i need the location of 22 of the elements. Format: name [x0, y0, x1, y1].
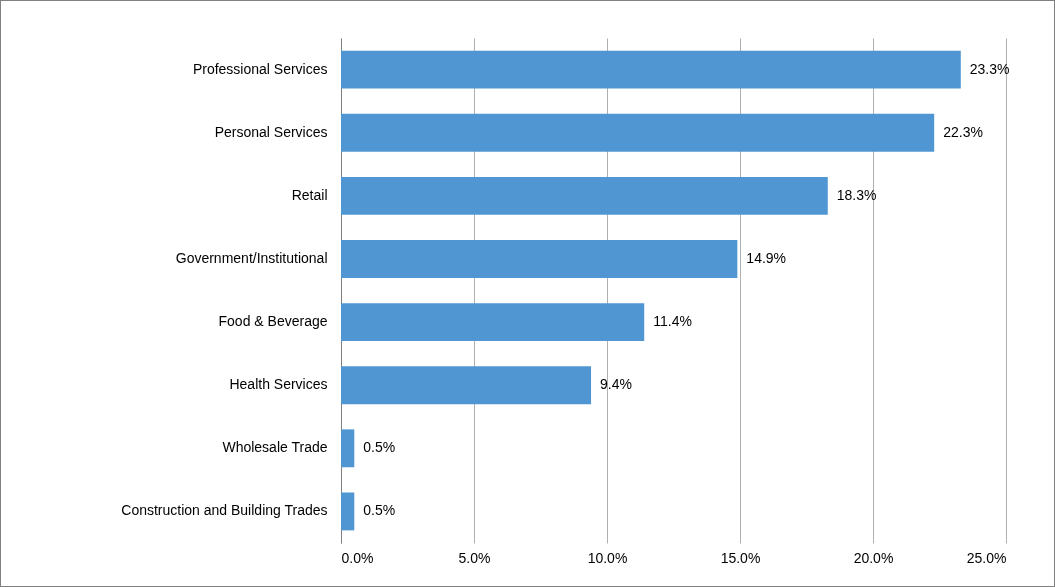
x-tick-label: 0.0% [341, 549, 374, 566]
y-tick-label: Retail [291, 186, 328, 203]
x-tick-label: 10.0% [587, 549, 628, 566]
x-tick-label: 25.0% [966, 549, 1007, 566]
y-tick-label: Government/Institutional [175, 249, 328, 266]
data-label: 14.9% [746, 249, 787, 266]
y-tick-label: Professional Services [192, 60, 328, 77]
y-tick-label: Wholesale Trade [222, 439, 328, 456]
data-label: 9.4% [600, 376, 632, 393]
y-tick-label: Personal Services [214, 123, 328, 140]
data-label: 22.3% [943, 123, 983, 140]
data-label: 0.5% [363, 502, 396, 519]
y-tick-label: Construction and Building Trades [121, 502, 328, 519]
data-label: 18.3% [836, 186, 877, 203]
y-tick-label: Food & Beverage [218, 313, 328, 330]
x-tick-label: 15.0% [720, 549, 761, 566]
data-label: 23.3% [969, 60, 1010, 77]
data-label: 11.4% [653, 313, 692, 330]
x-tick-label: 5.0% [458, 549, 491, 566]
y-tick-label: Health Services [229, 376, 328, 393]
data-label: 0.5% [363, 439, 396, 456]
x-tick-label: 20.0% [853, 549, 894, 566]
